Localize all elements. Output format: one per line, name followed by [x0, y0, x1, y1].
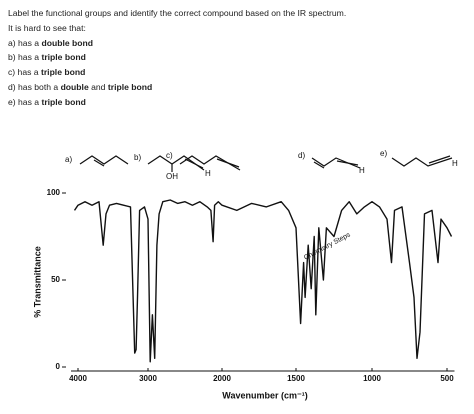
molecule-e	[391, 157, 453, 167]
molecule-label: e)	[380, 149, 387, 158]
bold-text: triple bond	[40, 67, 86, 78]
question-title: Label the functional groups and identify…	[8, 8, 347, 18]
atom-label: H	[359, 166, 365, 175]
x-tick-label: 1500	[287, 374, 305, 383]
atom-label: OH	[166, 172, 178, 181]
spectrum-line	[73, 199, 453, 363]
y-tick-label: 50	[51, 275, 60, 284]
x-tick-label: 4000	[69, 374, 87, 383]
question: Label the functional groups and identify…	[8, 6, 346, 110]
text: d) has both a	[8, 81, 61, 92]
x-tick-label: 2000	[213, 374, 231, 383]
question-item: e) has a triple bond	[8, 95, 346, 110]
question-items: a) has a double bond b) has a triple bond…	[8, 36, 346, 110]
triple-bond	[336, 160, 359, 166]
y-tick-label: 0	[56, 362, 61, 371]
y-tick-label: 100	[47, 188, 61, 197]
molecule-label: b)	[134, 153, 141, 162]
molecule-label: d)	[298, 151, 305, 160]
text: c) has a	[8, 67, 41, 78]
question-subtitle: It is hard to see that:	[8, 22, 86, 33]
x-tick-label: 3000	[139, 374, 157, 383]
text: b) has a	[8, 52, 42, 63]
molecule-c	[179, 155, 241, 171]
x-tick-label: 1000	[363, 374, 381, 383]
question-item: d) has both a double and triple bond	[8, 80, 346, 95]
y-axis-label: % Transmittance	[32, 246, 42, 318]
double-bond	[313, 161, 325, 169]
x-tick-label: 500	[440, 374, 454, 383]
bold-text: triple bond	[41, 96, 86, 107]
watermark: Chemistry Steps	[303, 231, 352, 262]
bold-text: double	[60, 81, 89, 92]
bold-text: triple bond	[41, 52, 86, 63]
triple-bond	[184, 158, 204, 169]
bold-text: triple bond	[107, 81, 153, 92]
triple-bond	[428, 155, 451, 164]
double-bond	[93, 159, 105, 167]
text: e) has a	[8, 96, 42, 107]
text: a) has a	[8, 37, 42, 48]
atom-label: H	[205, 169, 211, 178]
question-item: c) has a triple bond	[8, 65, 346, 80]
molecule-label: c)	[166, 151, 173, 160]
atom-label: H	[452, 159, 458, 168]
question-item: b) has a triple bond	[8, 50, 346, 65]
molecule-d	[311, 157, 361, 169]
x-axis-label: Wavenumber (cm⁻¹)	[222, 390, 307, 400]
triple-bond	[216, 158, 240, 168]
text: and	[88, 81, 108, 92]
bold-text: double bond	[41, 37, 94, 48]
molecule-label: a)	[65, 155, 72, 164]
question-item: a) has a double bond	[8, 36, 346, 51]
molecule-a	[79, 155, 129, 165]
